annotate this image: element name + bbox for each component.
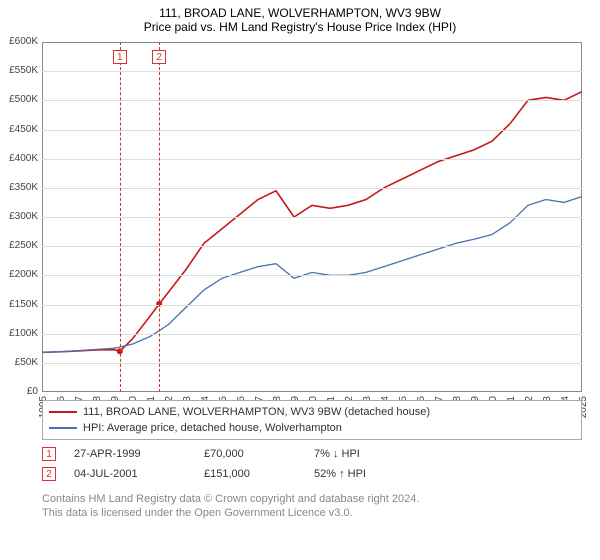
marker-line: [159, 42, 160, 392]
sale-row: 1 27-APR-1999£70,0007% ↓ HPI: [42, 444, 582, 464]
legend-row: HPI: Average price, detached house, Wolv…: [49, 420, 575, 436]
chart: £0£50K£100K£150K£200K£250K£300K£350K£400…: [42, 42, 582, 392]
gridline: [42, 275, 582, 276]
marker-box: 1: [113, 50, 127, 64]
sale-price: £151,000: [204, 468, 314, 480]
y-tick-label: £450K: [0, 125, 38, 135]
legend: 111, BROAD LANE, WOLVERHAMPTON, WV3 9BW …: [42, 400, 582, 440]
y-tick-label: £350K: [0, 183, 38, 193]
y-tick-label: £100K: [0, 329, 38, 339]
sale-row: 2 04-JUL-2001£151,00052% ↑ HPI: [42, 464, 582, 484]
gridline: [42, 130, 582, 131]
sale-date: 04-JUL-2001: [74, 468, 204, 480]
y-tick-label: £200K: [0, 270, 38, 280]
y-tick-label: £150K: [0, 300, 38, 310]
y-tick-label: £0: [0, 387, 38, 397]
sale-marker: 1: [42, 447, 56, 461]
gridline: [42, 246, 582, 247]
page-subtitle: Price paid vs. HM Land Registry's House …: [0, 20, 600, 34]
sale-price: £70,000: [204, 448, 314, 460]
sale-delta: 7% ↓ HPI: [314, 448, 414, 460]
attribution: Contains HM Land Registry data © Crown c…: [42, 492, 582, 520]
y-tick-label: £400K: [0, 154, 38, 164]
marker-line: [120, 42, 121, 392]
sale-marker: 2: [42, 467, 56, 481]
legend-swatch: [49, 411, 77, 413]
sale-date: 27-APR-1999: [74, 448, 204, 460]
y-tick-label: £300K: [0, 212, 38, 222]
legend-label: 111, BROAD LANE, WOLVERHAMPTON, WV3 9BW …: [83, 406, 430, 418]
gridline: [42, 188, 582, 189]
series-line: [42, 92, 582, 353]
y-tick-label: £250K: [0, 241, 38, 251]
y-tick-label: £500K: [0, 95, 38, 105]
y-tick-label: £550K: [0, 66, 38, 76]
page-title: 111, BROAD LANE, WOLVERHAMPTON, WV3 9BW: [0, 6, 600, 20]
legend-label: HPI: Average price, detached house, Wolv…: [83, 422, 342, 434]
gridline: [42, 334, 582, 335]
sale-delta: 52% ↑ HPI: [314, 468, 414, 480]
gridline: [42, 71, 582, 72]
y-tick-label: £600K: [0, 37, 38, 47]
gridline: [42, 159, 582, 160]
gridline: [42, 363, 582, 364]
y-tick-label: £50K: [0, 358, 38, 368]
gridline: [42, 100, 582, 101]
gridline: [42, 305, 582, 306]
marker-box: 2: [152, 50, 166, 64]
attribution-line: This data is licensed under the Open Gov…: [42, 506, 582, 520]
gridline: [42, 217, 582, 218]
legend-swatch: [49, 427, 77, 429]
legend-row: 111, BROAD LANE, WOLVERHAMPTON, WV3 9BW …: [49, 404, 575, 420]
sales-table: 1 27-APR-1999£70,0007% ↓ HPI 2 04-JUL-2001£…: [42, 444, 582, 484]
attribution-line: Contains HM Land Registry data © Crown c…: [42, 492, 582, 506]
